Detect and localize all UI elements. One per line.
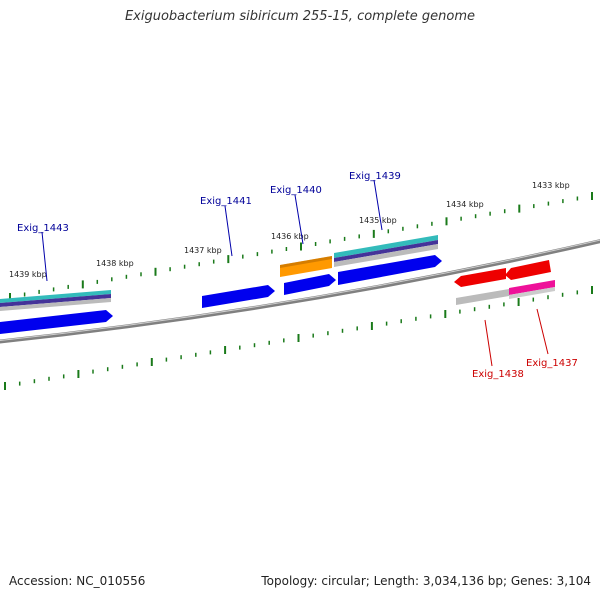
grey-band-right [334,244,438,267]
gene-exig-1443-shape[interactable] [0,310,113,334]
gene-exig-1441-shape[interactable] [202,285,275,308]
upper-ruler-ticks [9,192,593,301]
teal-band-left [0,290,111,303]
kbp-label-1433: 1433 kbp [532,181,570,190]
kbp-label-1438: 1438 kbp [96,259,134,268]
gene-exig-1439-shape[interactable] [338,255,442,285]
kbp-label-1436: 1436 kbp [271,232,309,241]
gene-label-exig-1439[interactable]: Exig_1439 [349,171,401,182]
leader-exig-1441 [224,205,233,257]
gene-label-exig-1441[interactable]: Exig_1441 [200,196,252,207]
leader-exig-1443 [41,231,48,282]
gene-exig-1440-shade [280,256,332,268]
grey-band-lower-2 [509,287,555,299]
gene-exig-1438-shape[interactable] [454,268,506,287]
topology-label: Topology: circular; Length: 3,034,136 bp… [261,574,591,588]
leader-exig-1440 [294,194,304,245]
pink-band [509,280,555,295]
genome-title: Exiguobacterium sibiricum 255-15, comple… [124,9,476,24]
gene-exig-1437-shape[interactable] [505,260,551,280]
grey-band-lower [456,289,509,305]
leader-exig-1439 [373,179,383,231]
kbp-label-1439: 1439 kbp [9,270,47,279]
grey-band-left [0,298,111,311]
kbp-label-1435: 1435 kbp [359,216,397,225]
purple-band-right [334,240,438,262]
gene-label-exig-1438[interactable]: Exig_1438 [472,369,524,380]
gene-exig-1440-blue-shape[interactable] [284,274,336,295]
gene-label-exig-1440[interactable]: Exig_1440 [270,185,322,196]
accession-label: Accession: NC_010556 [9,574,146,588]
purple-band-left [0,294,111,307]
lower-ruler-ticks [4,286,593,390]
leader-exig-1437 [536,308,549,355]
backbone-highlight [0,239,600,341]
genome-backbone [0,239,600,344]
gene-label-exig-1443[interactable]: Exig_1443 [17,223,69,234]
leader-exig-1438 [484,319,493,367]
kbp-label-1437: 1437 kbp [184,246,222,255]
gene-label-exig-1437[interactable]: Exig_1437 [526,358,578,369]
kbp-label-1434: 1434 kbp [446,200,484,209]
teal-band-right [334,235,438,258]
